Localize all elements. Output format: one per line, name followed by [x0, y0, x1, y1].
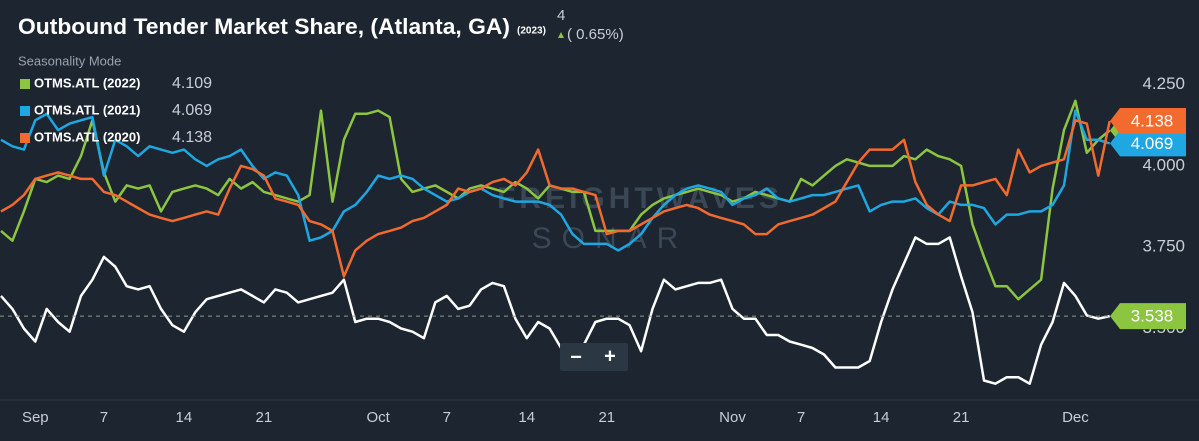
x-tick-label: 21 [256, 409, 273, 426]
x-tick-label: 14 [518, 409, 535, 426]
x-tick-label: Dec [1062, 409, 1089, 426]
x-tick-label: 7 [100, 409, 108, 426]
zoom-controls: − + [560, 343, 628, 371]
zoom-out[interactable]: − [570, 346, 582, 368]
chart-title: Outbound Tender Market Share, (Atlanta, … [18, 14, 510, 39]
legend-name: OTMS.ATL (2022) [34, 75, 140, 90]
series-line [0, 236, 1110, 385]
y-tick-label: 4.000 [1142, 155, 1185, 174]
legend-name: OTMS.ATL (2021) [34, 102, 140, 117]
legend-value: 4.138 [172, 129, 212, 146]
watermark: FREIGHTWAVES [497, 182, 783, 215]
x-tick-label: 14 [176, 409, 193, 426]
value-tag [1110, 303, 1186, 330]
x-tick-label: Sep [22, 409, 49, 426]
x-tick-label: 7 [797, 409, 805, 426]
x-tick-label: 21 [598, 409, 615, 426]
value-tag [1110, 107, 1186, 134]
zoom-in[interactable]: + [604, 345, 616, 367]
x-tick-label: 21 [953, 409, 970, 426]
legend-swatch [20, 79, 30, 89]
legend-value: 4.109 [172, 75, 212, 92]
legend-swatch [20, 106, 30, 116]
value-tag [1110, 130, 1186, 157]
change: ( 0.65%) [567, 26, 624, 43]
x-tick-label: 7 [443, 409, 451, 426]
value-tag-label: 4.138 [1131, 111, 1174, 130]
title-note: (2023) [517, 26, 546, 37]
legend-swatch [20, 133, 30, 143]
legend-name: OTMS.ATL (2020) [34, 129, 140, 144]
x-tick-label: 14 [873, 409, 890, 426]
current-value: 4 [557, 7, 565, 24]
y-tick-label: 4.250 [1142, 74, 1185, 93]
x-tick-label: Nov [719, 409, 746, 426]
legend-value: 4.069 [172, 102, 212, 119]
y-tick-label: 3.750 [1142, 237, 1185, 256]
mode-label: Seasonality Mode [18, 53, 121, 68]
series-line [0, 109, 1111, 252]
value-tag-label: 3.538 [1131, 307, 1174, 326]
value-tag-label: 4.069 [1131, 134, 1174, 153]
watermark: SONAR [532, 222, 689, 255]
zoom-panel [560, 343, 628, 371]
x-tick-label: Oct [367, 409, 391, 426]
up-arrow [558, 32, 564, 38]
series-line [0, 119, 1111, 278]
